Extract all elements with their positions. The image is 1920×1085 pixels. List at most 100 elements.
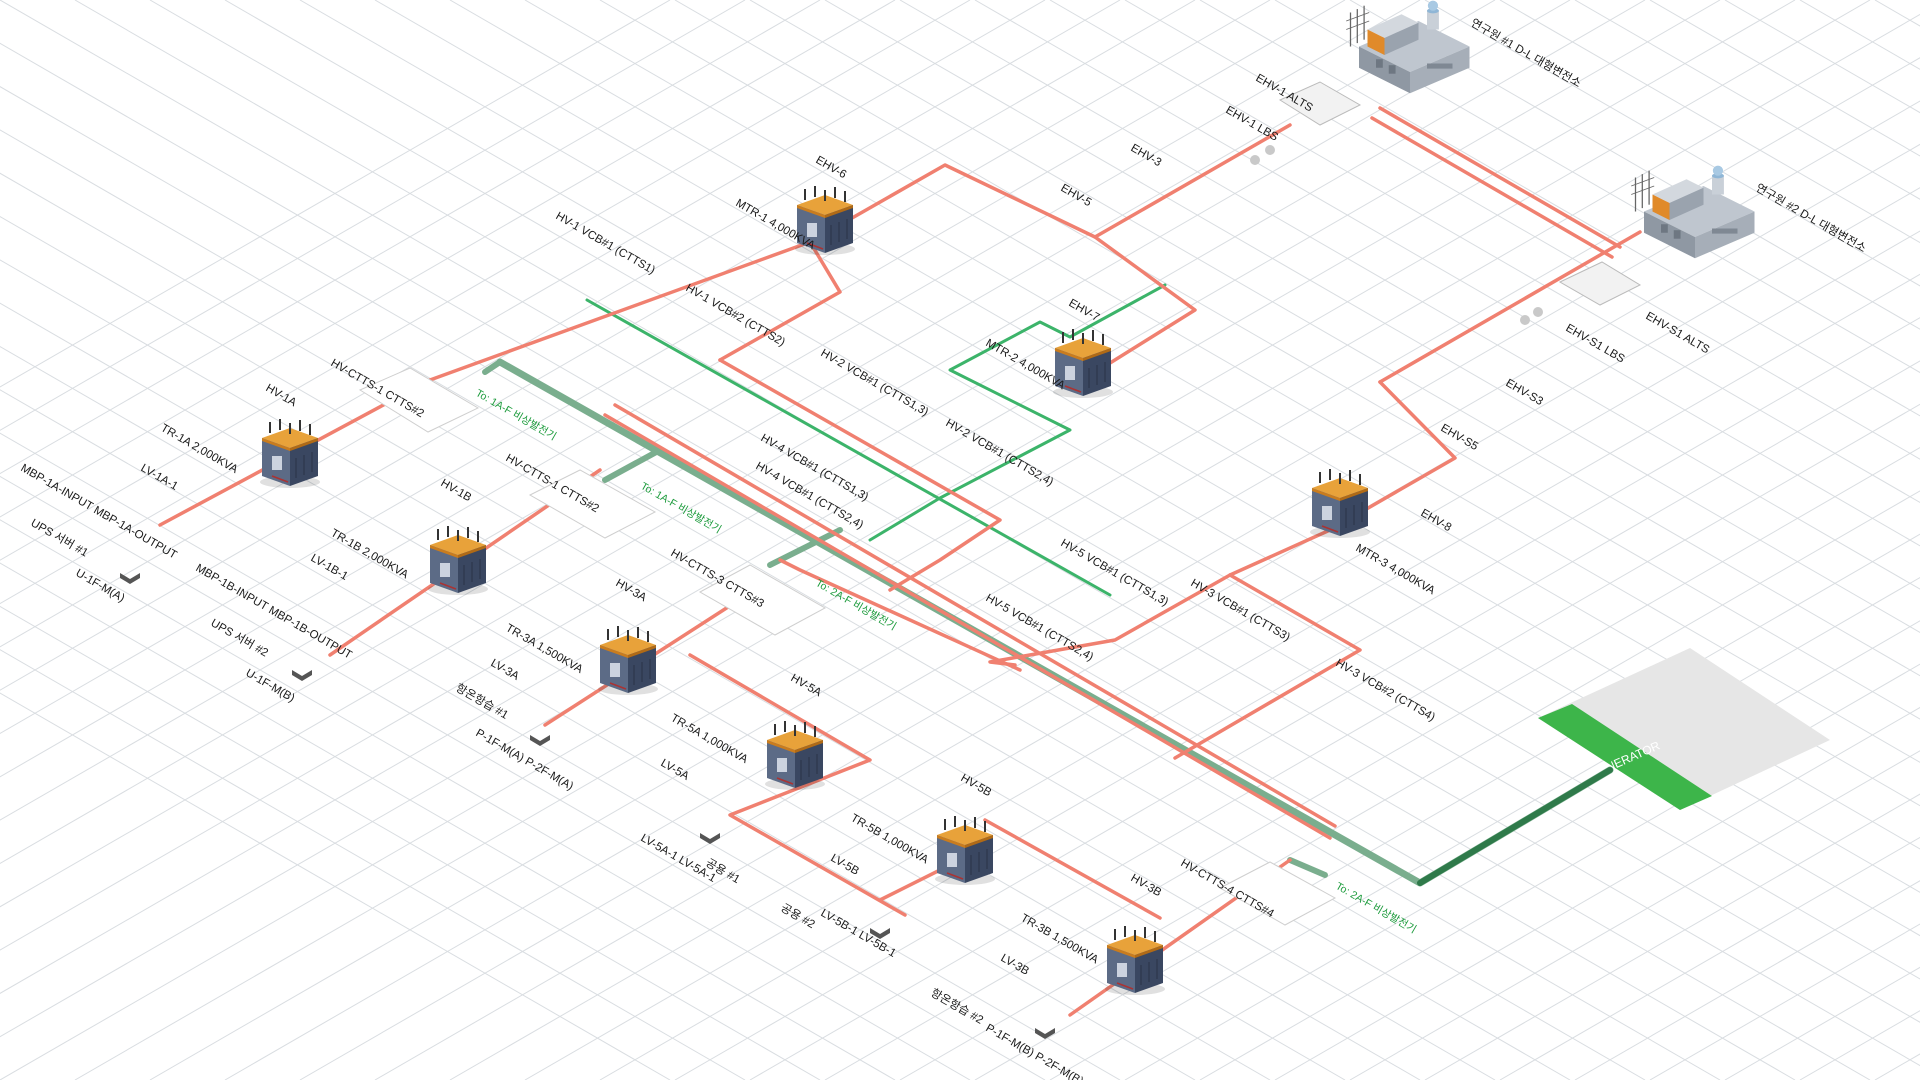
grid-line [1424,0,1920,287]
generator-branch-ctts2[interactable] [602,447,663,483]
hv-line-5b[interactable] [983,818,1162,920]
transformer-mtr3[interactable] [1309,468,1371,539]
grid-line [1649,923,1920,1081]
tr1a-label: TR-1A 2,000KVA [159,422,240,476]
ehv1-lbs-dot[interactable] [1265,145,1275,155]
grid-line [1124,0,1920,460]
chevron-down-icon[interactable] [1035,1028,1055,1039]
lv1a1-label: LV-1A-1 [139,462,180,493]
ehv-line-right-bus[interactable] [1328,380,1457,532]
transformer-tr5b[interactable] [934,815,996,886]
transformer-tr5a[interactable] [764,720,826,791]
grid-line [0,0,746,431]
ehvs1-alts-switch[interactable] [1558,261,1642,306]
grid-line [0,0,896,518]
transformer-tr3a[interactable] [597,625,659,696]
grid-line [0,649,746,1081]
hv-line-center-2[interactable] [613,403,1337,828]
hv3b-label: HV-3B [1129,872,1164,899]
grid-line [1799,1010,1920,1081]
grid-line [524,273,1920,1081]
u1fa-label: U-1F-M(A) [74,567,127,605]
mbp1b-label: MBP-1B-INPUT MBP-1B-OUTPUT [194,562,354,661]
chevron-down-icon[interactable] [292,670,312,681]
ehv1-lbs-dot-2[interactable] [1250,155,1260,165]
ehv-line-main-2[interactable] [1370,116,1614,259]
grid-line [749,403,1920,1081]
generator-base[interactable] [1538,704,1712,810]
grid-line [1274,0,1920,374]
ehv7-label: EHV-7 [1067,297,1102,324]
grid-line [1874,0,1920,27]
grid-line [0,0,1646,951]
ehvs1-lbs-dot-2[interactable] [1520,315,1530,325]
p1fa-label: P-1F-M(A) P-2F-M(A) [474,727,576,793]
grid-line [0,302,1346,1081]
grid-line [1724,966,1920,1081]
ehv-line-main[interactable] [1378,106,1622,249]
chevron-down-icon[interactable] [870,928,890,939]
generator-branch-ctts4[interactable] [1287,857,1328,878]
substation-2-label: 연구원 #2 D-L 대형변전소 [1754,180,1869,255]
grid-line [1274,706,1920,1081]
ehv1-lbs-label: EHV-1 LBS [1224,104,1281,144]
hv5-a-label: HV-5 VCB#1 (CTTS1,3) [1059,537,1171,609]
hv1b-label: HV-1B [439,477,474,504]
generator-trunk-line[interactable] [496,358,1614,887]
grid-line [1499,0,1920,244]
grid-line [1574,880,1920,1081]
ups2-label: UPS 서버 #2 [209,616,271,659]
hv-line-ring[interactable] [718,358,1002,592]
grid-line [1724,0,1920,114]
ehv8-label: EHV-8 [1419,507,1454,534]
hv-ctts-1b-cabinet[interactable] [528,469,657,539]
grid-line [0,0,1571,908]
ehv-line-s[interactable] [1378,230,1642,384]
generator-pad [1538,648,1830,810]
ehvs1-lbs-dot[interactable] [1533,307,1543,317]
grid-line [674,360,1920,1081]
grid-line [1424,793,1920,1081]
hv-line-center[interactable] [603,413,1332,840]
hv-ctts-3-cabinet[interactable] [698,564,827,636]
hang1-label: 항온항습 #1 [454,681,511,721]
grid-line [0,562,896,1081]
grid-line [0,0,1046,605]
grid-line [1199,663,1920,1081]
hv-line-1[interactable] [718,240,842,362]
hv-line-hv3[interactable] [1173,573,1362,760]
hv-ctts-4-cabinet[interactable] [1218,861,1337,926]
tie-line-green-1[interactable] [585,298,1112,597]
generator-main-green[interactable] [1417,767,1613,886]
ehv1-alts-switch[interactable] [1278,81,1362,126]
hv-line-mtr3[interactable] [988,528,1332,667]
generator-branch-ctts1[interactable] [482,359,503,375]
tr5b-label: TR-5B 1,000KVA [849,812,931,866]
grid-line [0,0,971,561]
chevron-down-icon[interactable] [530,735,550,746]
lv3b-label: LV-3B [999,952,1032,978]
lv1b1-label: LV-1B-1 [309,552,350,583]
grid-line [1049,0,1920,504]
grid-line [749,0,1920,677]
hv-ctts-1-cabinet[interactable] [358,367,480,433]
grid-line [299,0,1920,937]
chevron-down-icon[interactable] [700,833,720,844]
transformer-tr1b[interactable] [427,525,489,596]
chevron-down-icon[interactable] [120,573,140,584]
grid-line [1499,836,1920,1081]
hv-line-5-low[interactable] [778,558,1022,672]
ehv-line-top[interactable] [428,123,1292,382]
tie-line-green-2[interactable] [868,283,1167,542]
to1a-b-label: To: 1A-F 비상발전기 [639,480,724,536]
grid-line [1649,0,1920,157]
transformer-tr3b[interactable] [1104,925,1166,996]
hv5a-label: HV-5A [789,672,824,699]
grid-line [0,0,1121,648]
ehv-line-mtr2[interactable] [1068,235,1197,390]
grid-line [899,0,1920,590]
transformer-tr1a[interactable] [259,418,321,489]
grid-line [1574,0,1920,200]
